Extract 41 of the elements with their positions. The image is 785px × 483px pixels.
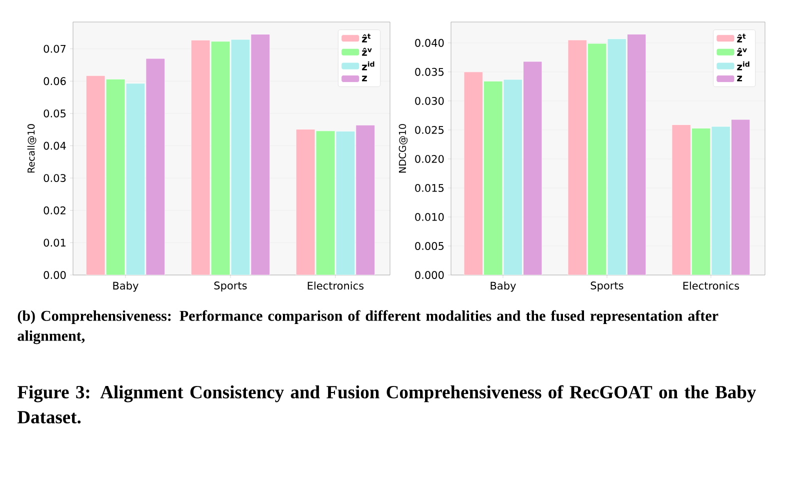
y-tick-label: 0.03 [44, 174, 66, 182]
y-tick-label: 0.06 [44, 77, 66, 86]
legend-label: ẑ$^{t}$ [362, 34, 371, 42]
y-tick-label: 0.04 [44, 142, 66, 150]
y-tick-label: 0.01 [44, 238, 66, 247]
y-axis-title: Recall@10 [27, 124, 36, 173]
x-tick-label: Baby [113, 282, 138, 292]
y-tick-label: 0.000 [415, 271, 444, 279]
y-tick-label: 0.07 [44, 44, 66, 53]
text: (b) Comprehensiveness: Performance comparison of different modalities and the fused representation after alignment, [18, 310, 718, 344]
bar [250, 34, 270, 275]
y-tick-label: 0.05 [44, 109, 66, 118]
legend-label: z [737, 76, 742, 82]
x-tick-label: Sports [214, 282, 247, 292]
legend-label: z [362, 76, 367, 82]
x-tick-label: Electronics [683, 282, 740, 290]
x-tick-label: Electronics [308, 282, 364, 290]
caption: Figure 3: Alignment Consistency and Fusion Comprehensiveness of RecGOAT on the Baby Dataset. [18, 385, 756, 424]
y-tick-label: 0.005 [415, 242, 444, 250]
legend-label: z$^{id}$ [362, 61, 374, 70]
legend-label: ẑ$^{v}$ [737, 48, 747, 56]
y-tick-label: 0.00 [44, 271, 66, 279]
y-tick-label: 0.025 [415, 126, 444, 134]
y-tick-label: 0.015 [415, 184, 444, 192]
bar [356, 124, 375, 275]
x-tick-label: Sports [590, 282, 624, 292]
y-tick-label: 0.020 [415, 154, 444, 163]
bar [146, 58, 166, 275]
legend-label: ẑ$^{v}$ [362, 48, 372, 56]
bar [627, 34, 646, 275]
bar [731, 119, 750, 275]
y-tick-label: 0.040 [415, 38, 444, 47]
y-tick-label: 0.035 [415, 68, 444, 76]
bar [523, 61, 542, 275]
legend-label: ẑ$^{t}$ [737, 34, 746, 42]
x-tick-label: Baby [490, 282, 516, 292]
legend-label: z$^{id}$ [737, 61, 750, 70]
y-tick-label: 0.02 [44, 206, 66, 214]
y-axis-title: NDCG@10 [398, 124, 408, 173]
y-tick-label: 0.030 [415, 96, 444, 105]
y-tick-label: 0.010 [415, 213, 444, 221]
